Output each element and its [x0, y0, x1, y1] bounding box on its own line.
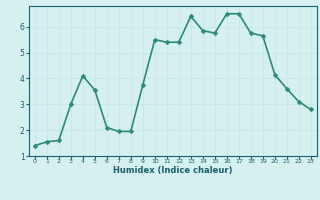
X-axis label: Humidex (Indice chaleur): Humidex (Indice chaleur)	[113, 166, 233, 175]
